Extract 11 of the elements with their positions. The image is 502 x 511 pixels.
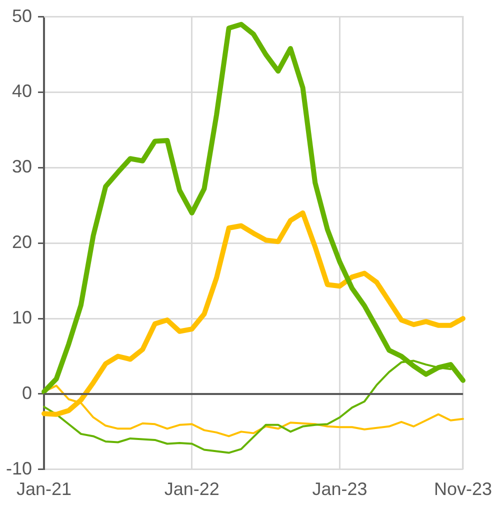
y-tick-label: 10 <box>12 308 32 328</box>
x-tick-label: Nov-23 <box>434 479 492 500</box>
y-tick-label: 20 <box>12 232 32 252</box>
y-tick-label: -10 <box>6 458 32 478</box>
y-tick-label: 50 <box>12 6 32 26</box>
x-tick-label: Jan-23 <box>312 479 368 500</box>
x-tick-label: Jan-21 <box>16 479 72 500</box>
y-tick-label: 30 <box>12 156 32 177</box>
x-tick-label: Jan-22 <box>164 479 220 500</box>
y-tick-label: 40 <box>12 81 32 102</box>
y-tick-label: 0 <box>22 382 32 403</box>
